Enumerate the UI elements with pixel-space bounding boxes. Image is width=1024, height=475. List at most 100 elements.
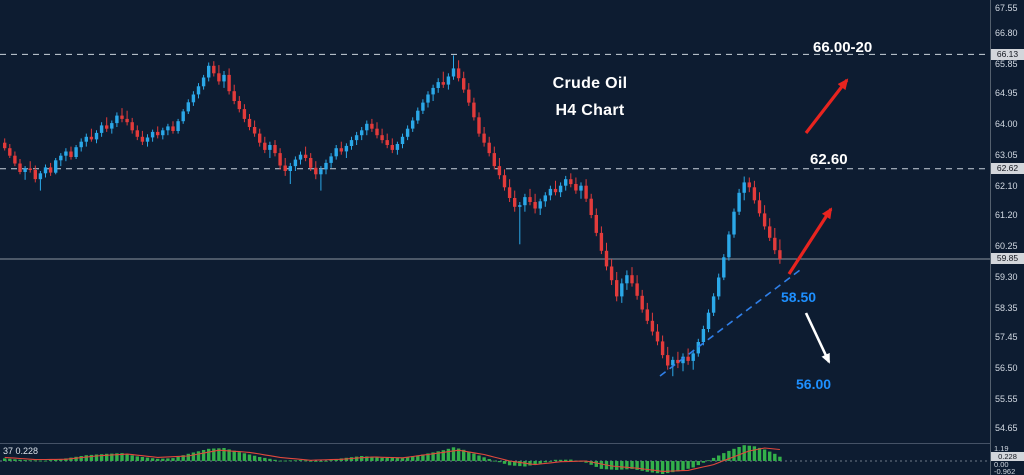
candlestick-chart[interactable]	[0, 0, 990, 443]
candle-body	[334, 148, 338, 157]
candle-body	[400, 136, 405, 144]
macd-histogram-bar	[395, 458, 400, 461]
candle-body	[150, 131, 155, 138]
price-tick-label: 59.30	[995, 271, 1018, 282]
candle-body	[502, 175, 507, 188]
candle-body	[84, 136, 88, 142]
macd-histogram-bar	[166, 458, 170, 461]
macd-histogram-bar	[762, 449, 767, 461]
macd-histogram-bar	[727, 450, 731, 461]
candle-body	[79, 141, 83, 148]
candle-body	[278, 153, 282, 166]
price-scale[interactable]: 1.19 0.228 0.00 -0.962 67.55 66.80 65.85 64…	[990, 0, 1024, 475]
indicator-current-value-box: 0.228	[991, 452, 1024, 461]
candle-body	[110, 123, 114, 129]
resistance-label[interactable]: 62.60	[810, 151, 848, 168]
price-tick-label: 64.00	[995, 118, 1018, 129]
price-tick-label: 57.45	[995, 332, 1018, 343]
candle-body	[186, 102, 190, 112]
candle-body	[543, 195, 547, 202]
macd-histogram-bar	[594, 461, 598, 467]
macd-indicator-panel[interactable]	[0, 444, 990, 475]
price-highlight-box: 66.13	[991, 48, 1024, 60]
candle-body	[258, 133, 262, 143]
candle-body	[717, 277, 721, 297]
candle-body	[105, 125, 109, 129]
candle-body	[757, 200, 762, 214]
macd-histogram-bar	[329, 460, 333, 461]
macd-histogram-bar	[472, 453, 476, 461]
macd-histogram-bar	[278, 460, 282, 462]
candle-body	[467, 89, 471, 103]
macd-histogram-bar	[293, 460, 298, 462]
candle-body	[456, 68, 461, 79]
bearish-arrow[interactable]	[804, 312, 831, 364]
candle-body	[115, 115, 119, 124]
macd-histogram-bar	[737, 447, 741, 461]
candle-body	[349, 140, 354, 146]
macd-histogram-bar	[303, 460, 308, 462]
macd-histogram-bar	[314, 461, 318, 462]
macd-histogram-bar	[69, 457, 73, 461]
candle-body	[201, 77, 206, 87]
macd-histogram-bar	[635, 461, 639, 470]
candle-body	[196, 86, 201, 95]
macd-histogram-bar	[181, 455, 185, 461]
bullish-arrow-lower[interactable]	[787, 207, 833, 275]
macd-histogram-bar	[671, 461, 675, 473]
macd-histogram-bar	[502, 461, 507, 464]
candle-body	[319, 169, 323, 175]
macd-histogram-bar	[400, 458, 405, 461]
macd-histogram-bar	[309, 460, 313, 462]
macd-histogram-bar	[171, 458, 175, 461]
macd-histogram-bar	[13, 459, 17, 461]
candle-body	[48, 167, 53, 173]
macd-histogram-bar	[451, 447, 456, 461]
timeframe-subtitle: H4 Chart	[555, 102, 625, 119]
macd-histogram-bar	[533, 461, 537, 465]
candle-body	[451, 68, 456, 77]
candle-body	[405, 128, 410, 137]
candle-body	[191, 94, 196, 103]
macd-histogram-bar	[599, 461, 604, 469]
macd-histogram-bar	[564, 459, 568, 461]
candle-body	[604, 250, 609, 267]
macd-histogram-bar	[732, 448, 736, 461]
macd-histogram-bar	[431, 452, 435, 461]
macd-histogram-bar	[701, 461, 706, 463]
macd-histogram-bar	[538, 461, 542, 464]
candle-body	[288, 166, 292, 171]
candle-body	[507, 187, 512, 198]
candle-body	[140, 136, 145, 142]
support-label[interactable]: 58.50	[781, 289, 817, 305]
candle-body	[390, 145, 394, 150]
macd-histogram-bar	[640, 461, 644, 471]
candle-body	[293, 159, 298, 167]
macd-histogram-bar	[247, 454, 252, 461]
candle-body	[742, 182, 746, 193]
candle-body	[354, 135, 359, 141]
candle-body	[676, 359, 680, 364]
macd-histogram-bar	[176, 456, 180, 461]
candle-body	[482, 133, 486, 143]
macd-histogram-bar	[548, 461, 553, 462]
macd-histogram-bar	[411, 456, 415, 461]
macd-histogram-bar	[482, 457, 486, 461]
macd-histogram-bar	[217, 448, 221, 461]
macd-histogram-bar	[59, 459, 63, 461]
candle-body	[645, 309, 649, 321]
candle-body	[217, 73, 221, 82]
upper-target-label[interactable]: 66.00-20	[813, 39, 873, 56]
candle-body	[431, 87, 435, 95]
macd-histogram-bar	[752, 446, 757, 461]
candle-body	[660, 341, 665, 356]
support-trendline[interactable]	[659, 269, 801, 377]
candle-body	[395, 144, 400, 150]
macd-histogram-bar	[528, 461, 532, 466]
candle-body	[625, 275, 629, 284]
candle-body	[691, 353, 695, 361]
bullish-arrow-upper[interactable]	[804, 78, 849, 134]
lower-target-label[interactable]: 56.00	[796, 376, 832, 392]
indicator-info-label: 37 0.228	[3, 446, 39, 456]
